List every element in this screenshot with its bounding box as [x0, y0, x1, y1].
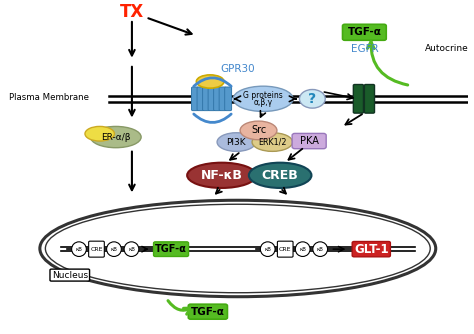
FancyBboxPatch shape [343, 24, 386, 40]
Text: Nucleus: Nucleus [52, 271, 88, 280]
FancyBboxPatch shape [214, 87, 220, 111]
Text: Plasma Membrane: Plasma Membrane [9, 93, 89, 102]
Ellipse shape [124, 242, 139, 257]
Ellipse shape [300, 90, 325, 108]
Text: PI3K: PI3K [227, 138, 246, 147]
Text: TGF-α: TGF-α [155, 244, 187, 254]
FancyBboxPatch shape [188, 304, 228, 319]
Ellipse shape [295, 242, 310, 257]
Ellipse shape [313, 242, 328, 257]
FancyBboxPatch shape [202, 87, 210, 111]
Text: Autocrine: Autocrine [425, 44, 469, 53]
Text: ER-α/β: ER-α/β [101, 133, 130, 142]
Text: TX: TX [120, 3, 144, 21]
Text: PKA: PKA [300, 136, 319, 146]
Ellipse shape [85, 127, 114, 141]
Ellipse shape [196, 75, 224, 88]
FancyBboxPatch shape [208, 87, 215, 111]
FancyBboxPatch shape [219, 87, 226, 111]
Text: κB: κB [110, 246, 118, 252]
Text: κB: κB [75, 246, 82, 252]
Text: EGFR: EGFR [351, 44, 378, 54]
FancyBboxPatch shape [89, 241, 104, 257]
Text: G proteins: G proteins [243, 91, 283, 100]
FancyBboxPatch shape [197, 87, 204, 111]
FancyBboxPatch shape [365, 85, 374, 113]
Text: TGF-α: TGF-α [191, 307, 225, 317]
Ellipse shape [72, 242, 86, 257]
Text: GPR30: GPR30 [220, 64, 255, 74]
Text: Src: Src [251, 125, 266, 135]
Ellipse shape [233, 86, 293, 112]
Text: ERK1/2: ERK1/2 [258, 138, 287, 147]
Text: CREB: CREB [262, 169, 299, 182]
Text: α,β,γ: α,β,γ [254, 98, 273, 107]
Ellipse shape [91, 127, 141, 148]
Ellipse shape [252, 133, 292, 151]
Text: GLT-1: GLT-1 [354, 243, 389, 256]
FancyBboxPatch shape [225, 87, 232, 111]
Text: TGF-α: TGF-α [347, 27, 381, 37]
FancyBboxPatch shape [154, 242, 189, 257]
Text: κB: κB [299, 246, 306, 252]
Text: NF-κB: NF-κB [201, 169, 243, 182]
Ellipse shape [187, 163, 256, 188]
FancyBboxPatch shape [352, 241, 391, 257]
Ellipse shape [217, 133, 256, 151]
Ellipse shape [240, 121, 277, 140]
FancyBboxPatch shape [353, 85, 364, 113]
Ellipse shape [107, 242, 121, 257]
Text: κB: κB [128, 246, 135, 252]
Ellipse shape [260, 242, 275, 257]
FancyBboxPatch shape [277, 241, 293, 257]
Text: CRE: CRE [90, 246, 103, 252]
FancyBboxPatch shape [50, 269, 90, 281]
FancyBboxPatch shape [191, 87, 199, 111]
FancyBboxPatch shape [292, 133, 326, 149]
Ellipse shape [249, 163, 311, 188]
Text: κB: κB [264, 246, 271, 252]
Text: ?: ? [308, 92, 317, 106]
Text: κB: κB [317, 246, 324, 252]
Text: CRE: CRE [279, 246, 292, 252]
